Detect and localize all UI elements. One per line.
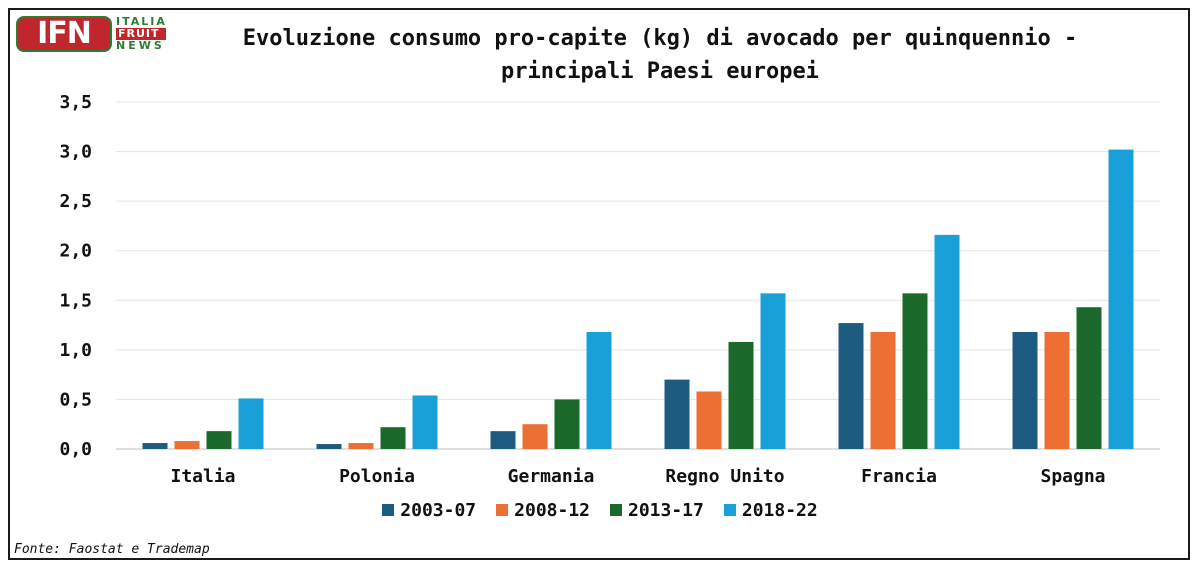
chart-title: Evoluzione consumo pro-capite (kg) di av… xyxy=(180,22,1140,88)
x-category-label: Germania xyxy=(508,466,595,487)
y-tick-label: 0,0 xyxy=(59,439,92,460)
y-tick-label: 3,0 xyxy=(59,142,92,163)
bar-2003-07-polonia xyxy=(316,444,342,449)
x-category-label: Regno Unito xyxy=(665,466,784,487)
y-tick-label: 1,5 xyxy=(59,290,92,311)
bar-2018-22-regno-unito xyxy=(760,293,786,449)
legend-label: 2013-17 xyxy=(628,500,704,521)
bar-2008-12-francia xyxy=(870,332,896,449)
chart-frame xyxy=(8,8,1190,560)
bar-2013-17-regno-unito xyxy=(728,341,754,449)
bar-2008-12-polonia xyxy=(348,443,374,449)
bar-2003-07-francia xyxy=(838,323,864,449)
y-tick-label: 0,5 xyxy=(59,389,92,410)
bar-2018-22-spagna xyxy=(1108,149,1134,450)
legend-label: 2003-07 xyxy=(400,500,477,521)
bar-2013-17-spagna xyxy=(1076,307,1102,449)
logo-word-italia: ITALIA xyxy=(116,15,167,28)
source-note: Fonte: Faostat e Trademap xyxy=(14,542,210,557)
legend-label: 2008-12 xyxy=(514,500,590,521)
bar-2013-17-polonia xyxy=(380,427,406,449)
logo-mark: IFN xyxy=(16,16,112,52)
bar-2018-22-italia xyxy=(238,398,264,449)
legend-swatch xyxy=(610,504,622,516)
bar-2008-12-spagna xyxy=(1044,332,1070,449)
bar-2013-17-francia xyxy=(902,293,928,449)
y-tick-label: 2,5 xyxy=(59,191,92,212)
x-category-label: Francia xyxy=(861,466,937,487)
legend-swatch xyxy=(496,504,509,516)
y-tick-label: 1,0 xyxy=(59,340,92,361)
bar-2003-07-italia xyxy=(142,443,168,449)
y-tick-label: 2,0 xyxy=(59,241,92,262)
x-category-label: Polonia xyxy=(339,466,415,487)
legend-item: 2003-07 xyxy=(382,500,476,521)
bar-2008-12-germania xyxy=(522,424,548,449)
legend-item: 2013-17 xyxy=(610,500,704,521)
legend-item: 2008-12 xyxy=(496,500,590,521)
chart-title-line2: principali Paesi europei xyxy=(501,59,819,84)
legend-swatch xyxy=(382,504,395,516)
y-tick-label: 3,5 xyxy=(59,92,92,113)
bar-2008-12-italia xyxy=(174,441,200,449)
logo-word-news: NEWS xyxy=(116,39,165,52)
bar-2008-12-regno-unito xyxy=(696,391,722,449)
x-category-label: Italia xyxy=(170,466,235,487)
bar-2013-17-germania xyxy=(554,399,580,449)
bar-2013-17-italia xyxy=(206,431,232,449)
ifn-logo: IFN ITALIA FRUIT NEWS xyxy=(16,14,186,60)
bar-2018-22-germania xyxy=(586,332,612,449)
legend-item: 2018-22 xyxy=(723,500,818,521)
bar-2003-07-regno-unito xyxy=(664,379,690,449)
logo-word-fruit: FRUIT xyxy=(116,28,166,40)
legend-swatch xyxy=(723,504,736,516)
legend-label: 2018-22 xyxy=(741,500,818,521)
bar-2003-07-spagna xyxy=(1012,332,1038,449)
bar-2003-07-germania xyxy=(490,431,516,449)
bar-2018-22-francia xyxy=(934,234,960,449)
chart-title-line1: Evoluzione consumo pro-capite (kg) di av… xyxy=(242,26,1078,51)
chart-legend: 2003-07 2008-12 2013-17 2018-22 xyxy=(0,500,1200,521)
bar-2018-22-polonia xyxy=(412,395,438,449)
x-category-label: Spagna xyxy=(1040,466,1105,487)
logo-words: ITALIA FRUIT NEWS xyxy=(116,16,167,52)
